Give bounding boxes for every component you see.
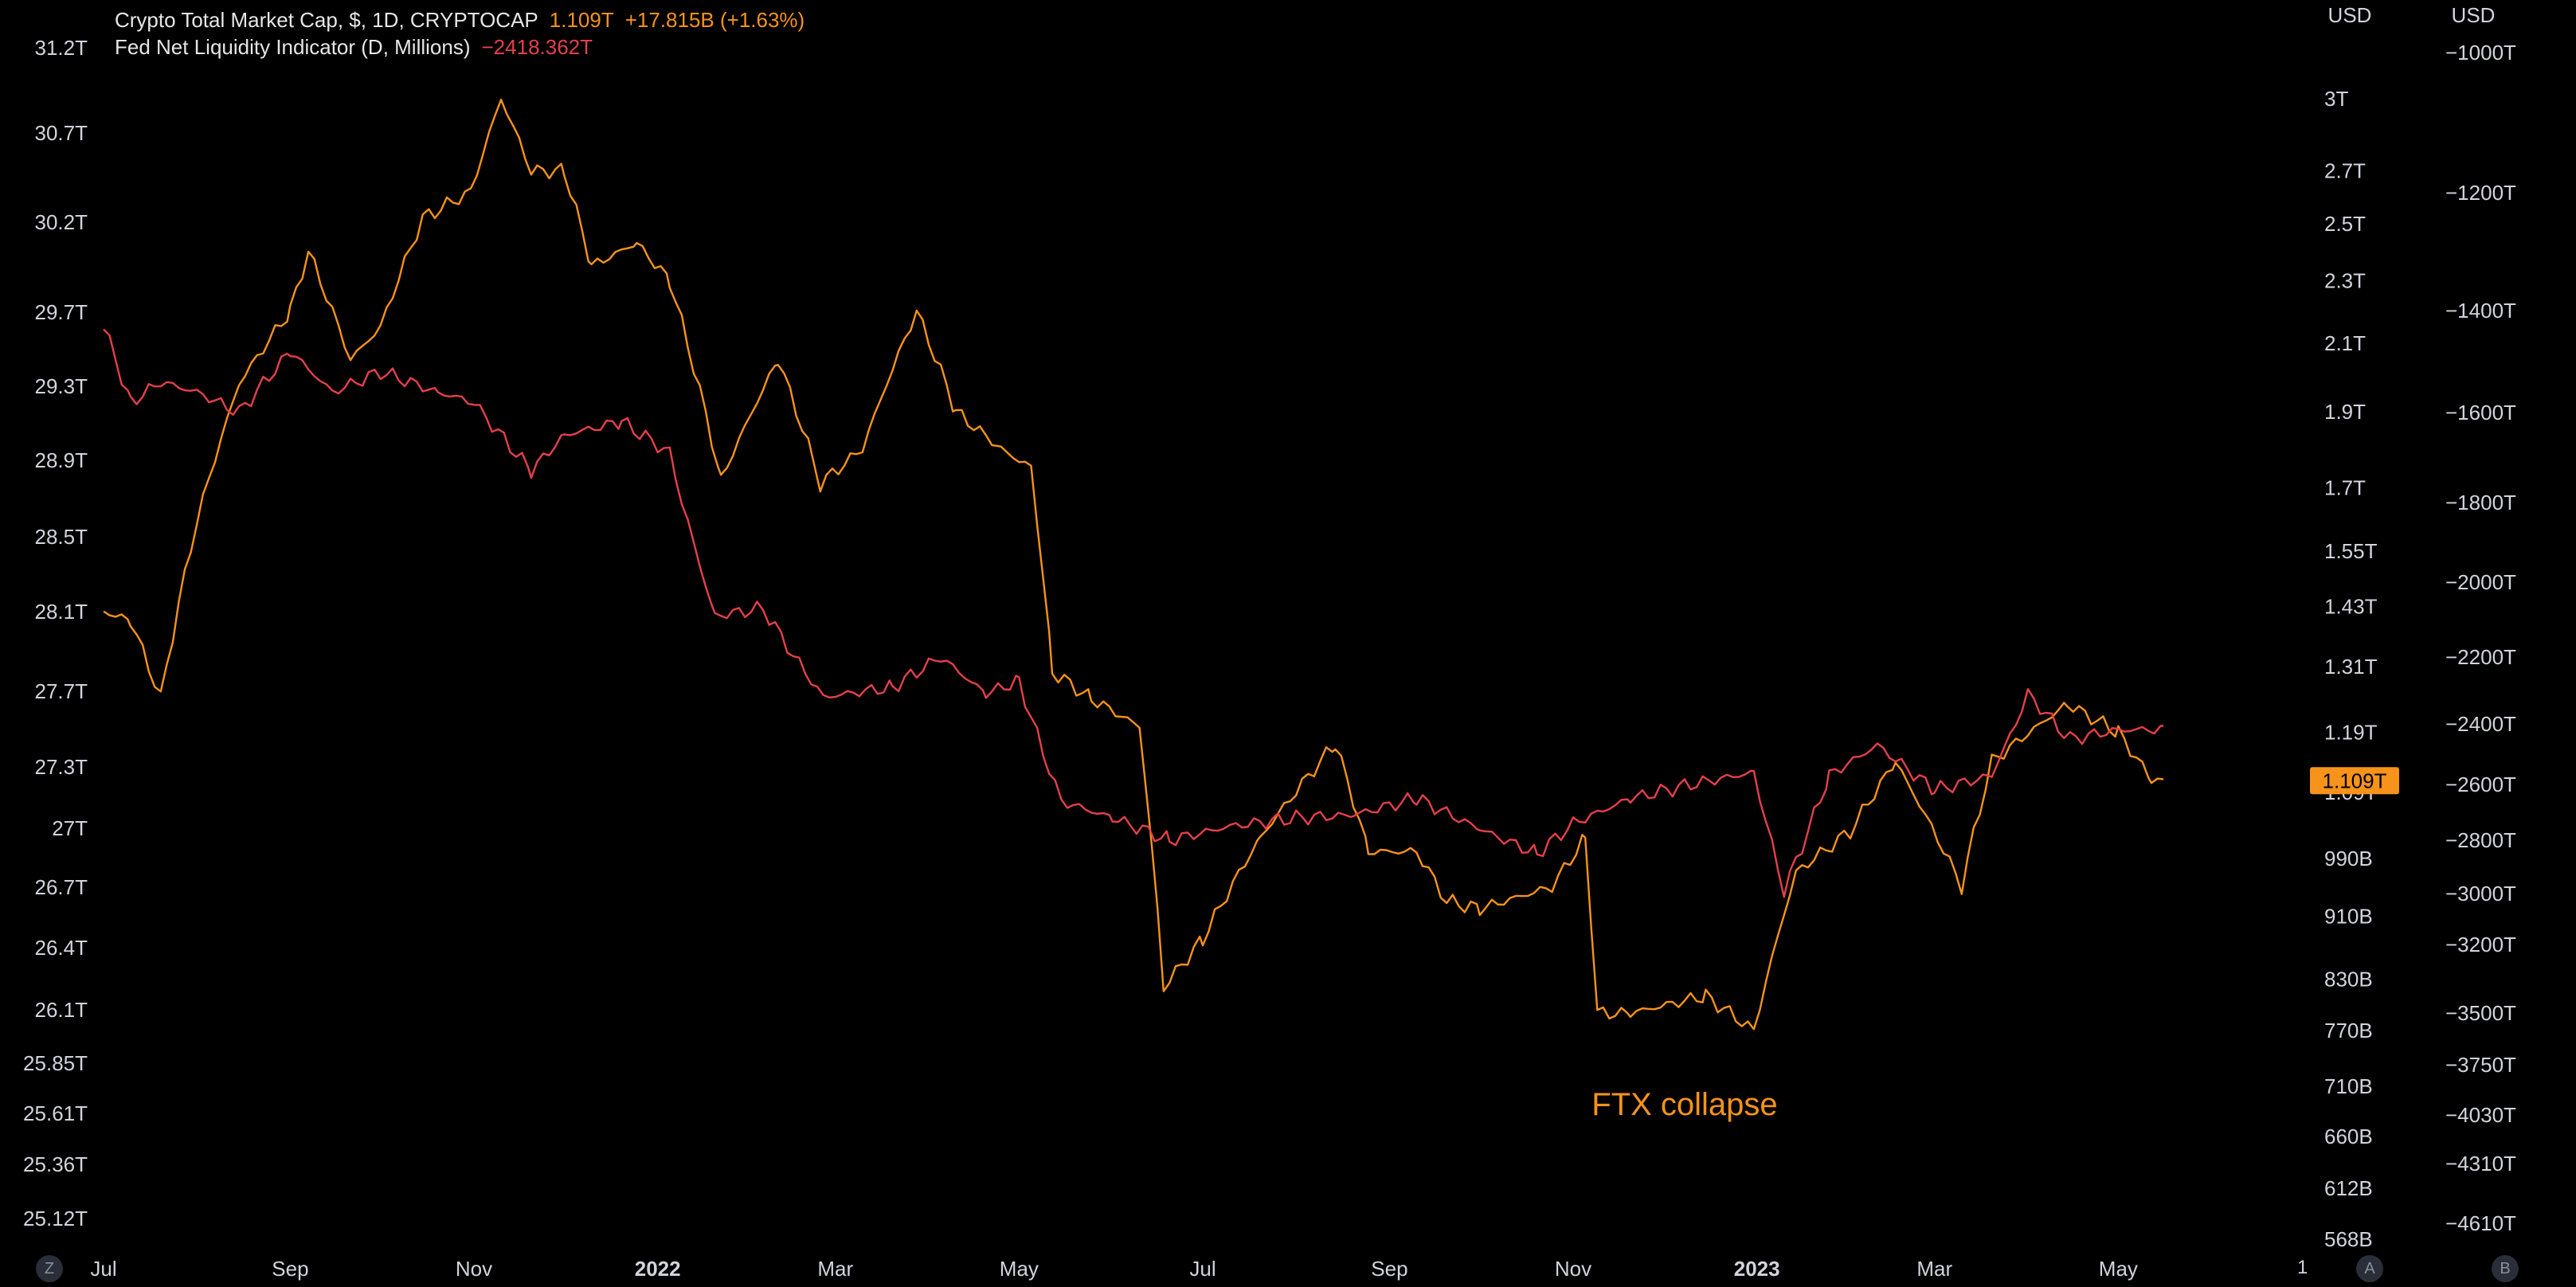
crypto-axis-tick: 830B bbox=[2324, 968, 2373, 992]
annotations: FTX collapse bbox=[1591, 1087, 1777, 1122]
left-axis-tick: 30.7T bbox=[35, 121, 88, 145]
crypto-axis-tick: 1.7T bbox=[2324, 476, 2366, 500]
time-axis-tick: Sep bbox=[272, 1257, 308, 1281]
time-axis-tick: Jul bbox=[1189, 1257, 1216, 1281]
fed-axis-tick: −3200T bbox=[2445, 933, 2516, 956]
legend-crypto[interactable]: Crypto Total Market Cap, $, 1D, CRYPTOCA… bbox=[115, 8, 805, 33]
fed-axis-tick: −1000T bbox=[2445, 41, 2516, 65]
crypto-axis-tick: 990B bbox=[2324, 847, 2373, 870]
fed-axis-tick: −1400T bbox=[2445, 299, 2516, 323]
left-axis-tick: 28.9T bbox=[35, 448, 88, 472]
fed-net-liquidity-line[interactable] bbox=[103, 328, 2164, 898]
left-axis-tick: 25.85T bbox=[23, 1051, 88, 1075]
fed-axis-tick: −4310T bbox=[2445, 1152, 2516, 1176]
left-axis-tick: 30.2T bbox=[35, 210, 88, 234]
fed-axis-tick: −1200T bbox=[2445, 181, 2516, 205]
fed-axis-tick: −1600T bbox=[2445, 401, 2516, 424]
time-axis-tick: May bbox=[2099, 1257, 2138, 1281]
crypto-price-label: 1.109T bbox=[2310, 767, 2399, 795]
time-axis-tick: May bbox=[1000, 1257, 1039, 1281]
crypto-axis-tick: 568B bbox=[2324, 1227, 2373, 1251]
left-axis-tick: 27.7T bbox=[35, 679, 88, 703]
crypto-axis-unit: USD bbox=[2328, 3, 2372, 27]
crypto-axis-tick: 1.9T bbox=[2324, 400, 2366, 424]
time-axis-tick: Nov bbox=[1555, 1257, 1591, 1281]
legend-fed-value: −2418.362T bbox=[481, 35, 593, 59]
time-axis-tick: Nov bbox=[456, 1257, 492, 1281]
left-axis-tick: 25.61T bbox=[23, 1101, 88, 1125]
crypto-axis-tick: 3T bbox=[2324, 87, 2348, 111]
time-axis-tick: Jul bbox=[90, 1257, 116, 1281]
scale-one-label: 1 bbox=[2297, 1257, 2308, 1278]
left-price-axis[interactable]: 31.2T 30.7T 30.2T 29.7T 29.3T 28.9T 28.5T 28.1T… bbox=[23, 36, 88, 1230]
crypto-axis-tick: 1.19T bbox=[2324, 721, 2378, 745]
fed-axis-tick: −3500T bbox=[2445, 1001, 2516, 1025]
crypto-axis-tick: 2.3T bbox=[2324, 269, 2366, 293]
auto-scale-button[interactable]: A bbox=[2356, 1255, 2383, 1282]
time-axis-tick: Mar bbox=[817, 1257, 853, 1281]
crypto-price-axis[interactable]: USD 3T 2.7T 2.5T 2.3T 2.1T 1.9T 1.7T 1.55T 1.43T… bbox=[2310, 3, 2399, 1251]
crypto-axis-tick: 612B bbox=[2324, 1176, 2373, 1200]
crypto-market-cap-line[interactable] bbox=[103, 98, 2164, 1031]
crypto-axis-tick: 1.31T bbox=[2324, 655, 2378, 679]
left-axis-tick: 27.3T bbox=[35, 755, 88, 779]
left-axis-tick: 28.5T bbox=[35, 525, 88, 549]
legend-crypto-name: Crypto Total Market Cap, $, 1D, CRYPTOCA… bbox=[115, 8, 538, 32]
crypto-axis-tick: 770B bbox=[2324, 1019, 2373, 1043]
crypto-axis-tick: 710B bbox=[2324, 1074, 2373, 1098]
fed-axis-tick: −2600T bbox=[2445, 773, 2516, 796]
time-axis-tick: 2022 bbox=[635, 1257, 681, 1281]
crypto-axis-tick: 1.43T bbox=[2324, 595, 2378, 619]
time-axis-tick: 2023 bbox=[1734, 1257, 1780, 1281]
fed-axis-tick: −2800T bbox=[2445, 828, 2516, 852]
left-axis-tick: 25.12T bbox=[23, 1207, 88, 1230]
left-axis-tick: 27T bbox=[52, 816, 88, 840]
left-axis-tick: 29.3T bbox=[35, 374, 88, 398]
time-axis-tick: Sep bbox=[1371, 1257, 1407, 1281]
crypto-axis-tick: 910B bbox=[2324, 904, 2373, 928]
time-axis-tick: Mar bbox=[1916, 1257, 1952, 1281]
legend-fed[interactable]: Fed Net Liquidity Indicator (D, Millions… bbox=[115, 35, 593, 60]
fed-axis-tick: −3750T bbox=[2445, 1053, 2516, 1077]
log-scale-button[interactable]: B bbox=[2492, 1255, 2519, 1282]
left-axis-tick: 31.2T bbox=[35, 36, 88, 60]
fed-axis-unit: USD bbox=[2452, 3, 2496, 27]
fed-axis-tick: −1800T bbox=[2445, 491, 2516, 514]
crypto-axis-tick: 1.55T bbox=[2324, 539, 2378, 563]
legend-fed-name: Fed Net Liquidity Indicator (D, Millions… bbox=[115, 35, 471, 59]
left-axis-tick: 29.7T bbox=[35, 300, 88, 324]
crypto-axis-tick: 2.5T bbox=[2324, 212, 2366, 236]
crypto-axis-tick: 2.1T bbox=[2324, 331, 2366, 355]
reset-zoom-button[interactable]: Z bbox=[36, 1255, 63, 1282]
left-axis-tick: 26.4T bbox=[35, 936, 88, 960]
annotation-ftx-collapse: FTX collapse bbox=[1591, 1087, 1777, 1122]
fed-axis-tick: −4610T bbox=[2445, 1211, 2516, 1235]
plot-area[interactable] bbox=[103, 98, 2164, 1031]
fed-axis-tick: −4030T bbox=[2445, 1103, 2516, 1127]
legend-crypto-value: 1.109T bbox=[549, 8, 614, 32]
fed-axis-tick: −2400T bbox=[2445, 712, 2516, 736]
left-axis-tick: 25.36T bbox=[23, 1152, 88, 1176]
fed-axis-tick: −3000T bbox=[2445, 882, 2516, 906]
fed-axis-tick: −2200T bbox=[2445, 645, 2516, 669]
left-axis-tick: 28.1T bbox=[35, 600, 88, 624]
left-axis-tick: 26.7T bbox=[35, 875, 88, 899]
legend-crypto-change: +17.815B (+1.63%) bbox=[624, 8, 805, 32]
svg-text:1.109T: 1.109T bbox=[2323, 769, 2387, 792]
crypto-axis-tick: 2.7T bbox=[2324, 159, 2366, 183]
fed-axis-tick: −2000T bbox=[2445, 570, 2516, 594]
left-axis-tick: 26.1T bbox=[35, 998, 88, 1022]
crypto-axis-tick: 660B bbox=[2324, 1125, 2373, 1148]
fed-price-axis[interactable]: USD −1000T −1200T −1400T −1600T −1800T −2000T… bbox=[2445, 3, 2516, 1235]
time-axis[interactable]: Jul Sep Nov 2022 Mar May Jul Sep Nov 2023 Mar May bbox=[90, 1257, 2138, 1281]
